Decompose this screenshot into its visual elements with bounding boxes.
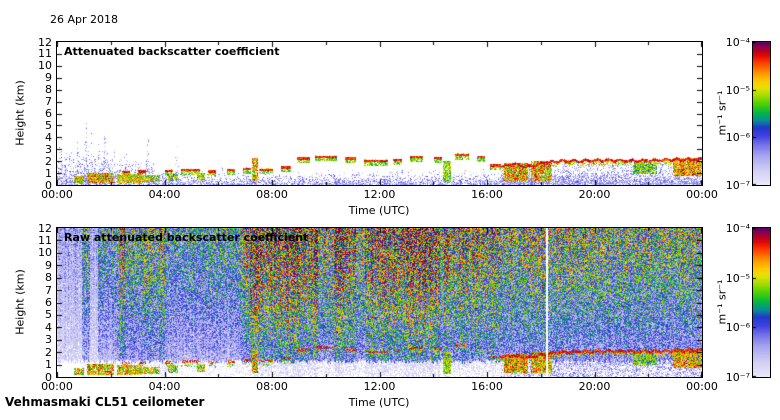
panel1-y-tick-8: 4 <box>45 130 52 144</box>
panel2-x-tick-6: 00:00 <box>686 380 718 393</box>
panel2-y-tick-8: 4 <box>45 320 52 334</box>
panel2-y-tick-10: 2 <box>45 345 52 359</box>
panel2-colorbar-unit: m⁻¹ sr⁻¹ <box>715 279 729 325</box>
panel2-colorbar <box>752 227 771 378</box>
panel1-x-axis-label: Time (UTC) <box>348 204 410 217</box>
panel1-title: Attenuated backscatter coefficient <box>64 45 280 58</box>
panel2-y-tick-9: 3 <box>45 333 52 347</box>
panel2-y-tick-3: 9 <box>45 258 52 272</box>
station-label: Vehmasmaki CL51 ceilometer <box>5 395 205 409</box>
panel1-y-tick-2: 10 <box>38 59 52 73</box>
panel2-x-tick-2: 08:00 <box>256 380 288 393</box>
panel2-y-axis-label: Height (km) <box>13 269 27 335</box>
panel1-colorbar-tick-3: 10⁻⁷ <box>725 179 750 192</box>
panel2-x-tick-4: 16:00 <box>471 380 503 393</box>
panel2-y-tick-5: 7 <box>45 283 52 297</box>
panel1-y-tick-10: 2 <box>45 154 52 168</box>
panel2-y-tick-0: 12 <box>38 221 52 235</box>
panel1-colorbar-tick-2: 10⁻⁶ <box>725 131 750 145</box>
panel1-colorbar <box>752 41 771 186</box>
panel2-x-tick-5: 20:00 <box>578 380 611 393</box>
panel2-y-tick-6: 6 <box>45 296 52 309</box>
panel1-y-tick-0: 12 <box>38 35 52 49</box>
panel1-x-tick-3: 12:00 <box>363 188 396 201</box>
panel2-x-axis-label: Time (UTC) <box>348 396 410 409</box>
panel1-colorbar-unit: m⁻¹ sr⁻¹ <box>715 90 729 136</box>
panel1-y-tick-6: 6 <box>45 107 52 120</box>
panel2-colorbar-tick-2: 10⁻⁶ <box>725 321 750 335</box>
date-label: 26 Apr 2018 <box>50 13 119 26</box>
panel2-x-tick-0: 00:00 <box>41 380 73 393</box>
panel1-x-tick-5: 20:00 <box>578 188 611 201</box>
panel2-colorbar-tick-1: 10⁻⁵ <box>725 271 750 285</box>
panel1-x-tick-2: 08:00 <box>256 188 288 201</box>
panel1-y-tick-1: 11 <box>38 47 52 61</box>
panel1-y-tick-11: 1 <box>45 166 52 180</box>
panel1-heatmap-canvas <box>57 42 702 185</box>
panel2-x-tick-3: 12:00 <box>363 380 396 393</box>
panel2-y-tick-1: 11 <box>38 233 52 247</box>
panel1-y-tick-9: 3 <box>45 142 52 156</box>
panel1-colorbar-canvas <box>753 42 770 185</box>
panel1-x-tick-4: 16:00 <box>471 188 503 201</box>
panel2-heatmap-canvas <box>57 228 702 377</box>
panel2-plot <box>56 227 703 378</box>
panel1-y-tick-12: 0 <box>45 178 52 192</box>
panel2-colorbar-canvas <box>753 228 770 377</box>
panel1-x-tick-6: 00:00 <box>686 188 718 201</box>
panel1-x-tick-0: 00:00 <box>41 188 73 201</box>
panel1-y-tick-4: 8 <box>45 83 52 97</box>
panel1-y-tick-7: 5 <box>45 118 52 132</box>
panel1-x-tick-1: 04:00 <box>148 188 181 201</box>
panel1-y-axis-label: Height (km) <box>13 80 27 146</box>
panel2-colorbar-tick-3: 10⁻⁷ <box>725 371 750 384</box>
panel2-y-tick-12: 0 <box>45 370 52 384</box>
panel1-colorbar-tick-0: 10⁻⁴ <box>725 36 750 49</box>
panel1-y-tick-5: 7 <box>45 95 52 109</box>
panel2-y-tick-11: 1 <box>45 358 52 372</box>
panel1-colorbar-tick-1: 10⁻⁵ <box>725 83 750 97</box>
panel1-plot <box>56 41 703 186</box>
panel2-x-tick-1: 04:00 <box>148 380 181 393</box>
panel1-y-tick-3: 9 <box>45 71 52 85</box>
panel2-y-tick-4: 8 <box>45 271 52 285</box>
panel2-title: Raw attenuated backscatter coefficient <box>64 231 309 244</box>
panel2-y-tick-2: 10 <box>38 246 52 260</box>
panel2-colorbar-tick-0: 10⁻⁴ <box>725 222 750 235</box>
panel2-y-tick-7: 5 <box>45 308 52 322</box>
